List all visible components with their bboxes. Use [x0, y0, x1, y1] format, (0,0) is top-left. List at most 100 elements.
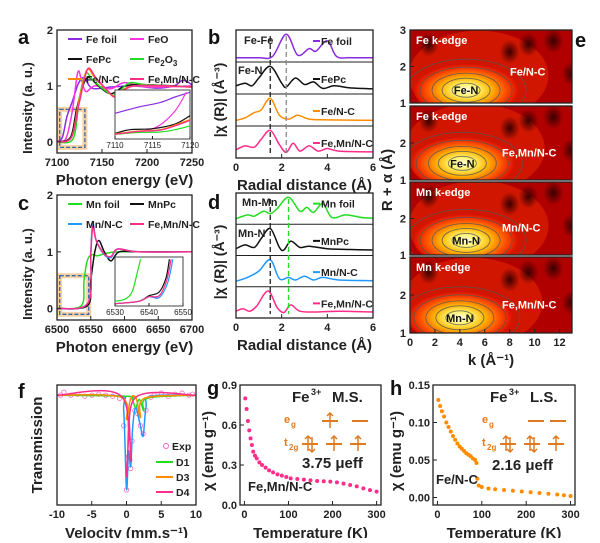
bond-label: Mn-N: [446, 313, 474, 325]
heatmap-minimum: [518, 184, 539, 209]
inset-lines: [115, 259, 174, 305]
effective-moment-label: 2.16 μeff: [492, 457, 554, 474]
legend-label: Fe/N-C: [321, 106, 355, 118]
sample-label: Fe,Mn/N-C: [502, 147, 556, 159]
x-tick-label: 7100: [45, 157, 69, 169]
y-axis-label: χ (emu g⁻¹): [388, 411, 405, 491]
inset-frame: [114, 89, 191, 140]
data-point: [476, 483, 481, 488]
data-point: [354, 484, 359, 489]
data-point: [243, 396, 248, 401]
wavelet-map: [410, 106, 572, 180]
x-tick-label: 8: [507, 337, 513, 349]
t2g-label: t: [482, 437, 486, 449]
data-point: [308, 478, 313, 483]
inset-tick-label: 7120: [181, 141, 199, 150]
x-axis-label: Radial distance (Å): [237, 337, 372, 354]
legend-label: Mn foil: [321, 199, 355, 211]
heatmap-minimum: [418, 108, 439, 133]
spin-up-arrow-icon: [526, 434, 534, 451]
wavelet-map: [410, 182, 572, 255]
series-line-Mn foil: [235, 196, 374, 220]
eg-label: e: [284, 414, 290, 426]
x-tick-label: 0: [233, 162, 239, 174]
heatmap-minimum: [499, 116, 520, 141]
y-tick-label: 3: [400, 25, 406, 37]
heatmap-minimum: [418, 184, 439, 209]
y-tick-label: 2: [400, 138, 406, 150]
contour-line: [437, 150, 487, 176]
contour-line: [410, 208, 527, 255]
x-axis-label: Temperature (K): [253, 525, 368, 538]
x-tick-label: 10: [528, 337, 540, 349]
x-tick-label: 200: [517, 509, 535, 521]
heatmap-minimum: [543, 106, 564, 130]
fit-line-D3: [56, 394, 197, 421]
y-tick-label: 0.9: [222, 380, 237, 392]
inset-line: [115, 259, 142, 302]
t2g-subscript: 2g: [487, 443, 496, 452]
panel-label-h: h: [390, 378, 402, 400]
x-tick-label: 7150: [90, 157, 114, 169]
y-tick-label: 0.3: [222, 460, 237, 472]
legend-label: Mn foil: [86, 199, 120, 211]
heatmap-minimum: [562, 61, 572, 86]
x-tick-label: 300: [367, 509, 385, 521]
plot-frame: [432, 384, 576, 506]
data-point: [502, 488, 506, 492]
data-point: [301, 477, 306, 482]
data-point: [341, 481, 346, 486]
data-point: [474, 461, 479, 465]
contour-line: [419, 66, 513, 103]
series-line-Mn/N-C: [235, 259, 374, 282]
inset-tick-label: 7110: [106, 141, 124, 150]
data-point: [267, 468, 272, 473]
fit-line-D4: [56, 389, 197, 478]
y-tick-label: 0.6: [222, 420, 237, 432]
series-line-Fe,Mn/N-C: [235, 290, 374, 314]
data-point: [486, 486, 491, 491]
legend-label: Fe,Mn/N-C: [148, 74, 200, 86]
fit-line-fit: [56, 394, 197, 491]
x-tick-label: 4: [324, 162, 331, 174]
x-tick-label: 300: [561, 509, 579, 521]
legend-label: Fe,Mn/N-C: [321, 138, 373, 150]
inset-line: [115, 125, 190, 135]
wavelet-map: [410, 30, 572, 103]
spin-down-arrow-icon: [506, 437, 514, 454]
data-point: [251, 449, 256, 454]
highlight-box-dashed: [59, 275, 90, 315]
heatmap-minimum: [499, 39, 520, 64]
data-point: [245, 419, 250, 423]
x-axis-label: Radial distance (Å): [237, 177, 372, 194]
y-axis-label: Transmission: [29, 397, 46, 494]
x-tick-label: -5: [87, 509, 97, 521]
peak-annotation: Fe-Fe: [244, 35, 273, 47]
x-tick-label: 4: [324, 322, 331, 334]
x-tick-label: 0: [241, 509, 247, 521]
data-point: [284, 475, 289, 479]
x-tick-label: 12: [553, 337, 565, 349]
inset-tick-label: 6550: [174, 308, 192, 317]
data-point: [519, 489, 524, 494]
y-tick-label: 1: [47, 247, 53, 259]
x-tick-label: -10: [49, 509, 65, 521]
data-point: [288, 476, 293, 481]
legend-label: Fe,Mn/N-C: [321, 298, 373, 310]
y-axis-label: Intensity (a. u.): [20, 62, 35, 154]
y-tick-label: 0: [47, 137, 53, 149]
data-point: [561, 493, 566, 498]
t2g-subscript: 2g: [289, 443, 298, 452]
data-point: [361, 486, 366, 491]
x-tick-label: 7250: [180, 157, 204, 169]
eg-subscript: g: [489, 420, 494, 429]
data-point: [275, 472, 280, 477]
heatmap-minimum: [562, 290, 572, 315]
data-point: [257, 460, 262, 465]
data-point: [479, 485, 484, 489]
sample-label: Fe,Mn/N-C: [502, 300, 556, 312]
contour-line: [413, 294, 507, 333]
data-point: [537, 491, 542, 495]
x-tick-label: 100: [279, 509, 297, 521]
heatmap-minimum: [543, 182, 564, 205]
